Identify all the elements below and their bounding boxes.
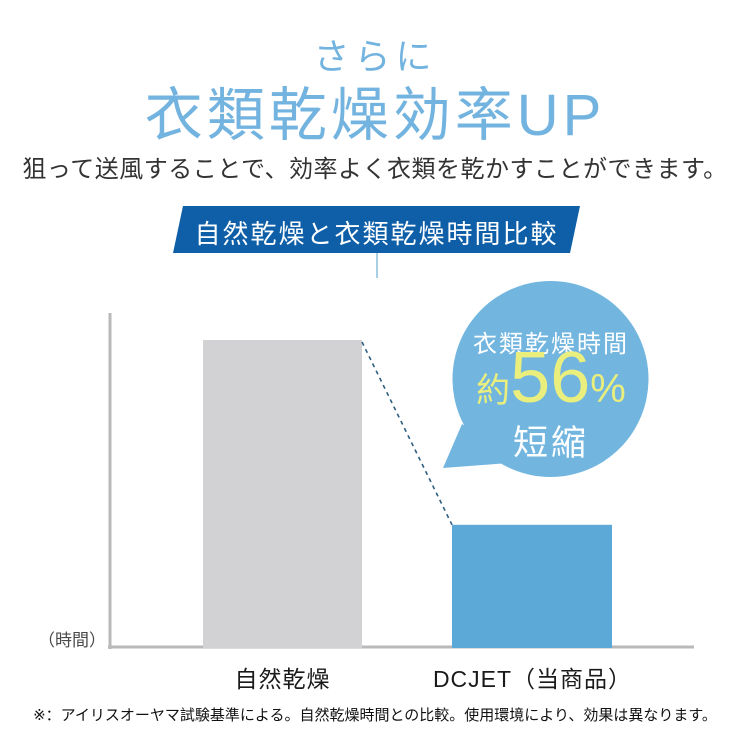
bubble-percentage: 約 56 % xyxy=(451,342,651,418)
footnote-text: ※：アイリスオーヤマ試験基準による。自然乾燥時間との比較。使用環境により、効果は… xyxy=(33,707,717,724)
speech-bubble-circle xyxy=(452,281,649,477)
bubble-approx-label: 約 xyxy=(476,372,511,410)
comparison-dashed-line xyxy=(361,341,453,526)
banner-label: 自然乾燥と衣類乾燥時間比較 xyxy=(194,219,559,249)
page-title: 衣類乾燥効率UP xyxy=(144,83,606,148)
banner-connector-line xyxy=(376,253,378,278)
bar-0 xyxy=(203,340,362,648)
kicker-text: さらに xyxy=(313,36,437,77)
bar-1 xyxy=(452,524,612,648)
category-label-dcjet: DCJET（当商品） xyxy=(432,666,633,692)
bubble-percent-value: 56 xyxy=(510,338,591,418)
y-axis-unit-label: （時間） xyxy=(38,631,106,650)
bubble-percent-sign: % xyxy=(590,367,626,411)
speech-bubble xyxy=(443,281,649,477)
bubble-text-line1: 衣類乾燥時間 xyxy=(473,331,629,358)
category-label-natural-dry: 自然乾燥 xyxy=(234,666,331,692)
page-subtitle: 狙って送風することで、効率よく衣類を乾かすことができます。 xyxy=(22,156,728,183)
bubble-text-line2: 短縮 xyxy=(512,424,589,463)
